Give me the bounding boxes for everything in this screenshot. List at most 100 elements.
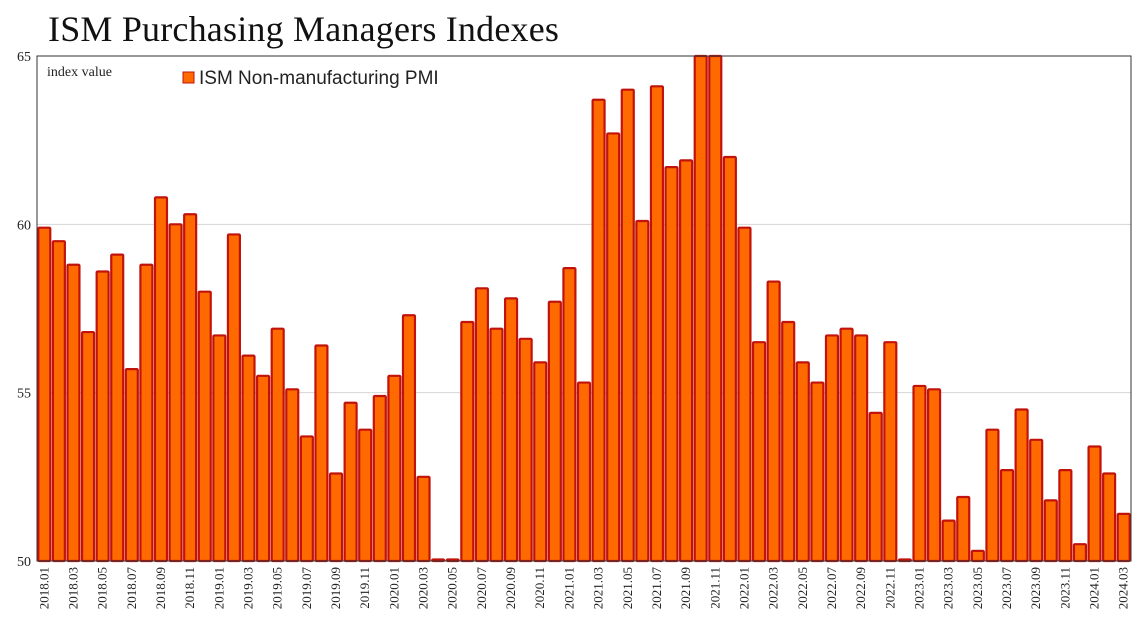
bar	[51, 240, 66, 563]
bar	[926, 388, 942, 563]
x-tick-label: 2018.03	[65, 567, 80, 609]
x-tick-label: 2020.07	[474, 567, 489, 610]
bar	[474, 287, 489, 563]
bar	[795, 361, 810, 563]
x-tick-label: 2023.09	[1028, 567, 1043, 609]
bar	[212, 334, 227, 563]
x-tick-label: 2018.11	[182, 567, 197, 609]
bar	[95, 270, 110, 563]
bar	[766, 280, 781, 563]
x-tick-label: 2023.01	[911, 567, 926, 609]
bar	[533, 361, 548, 563]
bar	[416, 475, 431, 563]
bar	[547, 300, 562, 563]
x-tick-label: 2020.11	[532, 567, 547, 609]
bar	[883, 341, 898, 563]
y-tick-label: 65	[17, 50, 31, 65]
bar	[1014, 408, 1029, 563]
bar	[1072, 543, 1088, 563]
bar	[503, 297, 519, 563]
y-tick-label: 50	[17, 555, 31, 570]
bar	[256, 374, 271, 563]
bar	[80, 330, 96, 563]
bar	[299, 435, 314, 563]
bar	[1058, 469, 1073, 563]
bar	[37, 226, 52, 563]
plot-frame	[36, 55, 1132, 562]
x-tick-label: 2020.09	[503, 567, 518, 609]
x-tick-label: 2021.09	[678, 567, 693, 609]
legend-label: ISM Non-manufacturing PMI	[199, 68, 439, 89]
bar	[328, 472, 344, 563]
x-tick-label: 2023.11	[1057, 567, 1072, 609]
bar	[576, 381, 592, 563]
bar	[197, 290, 212, 563]
x-tick-label: 2019.01	[211, 567, 226, 609]
bar	[124, 368, 139, 563]
bar	[839, 327, 854, 563]
bar	[751, 341, 767, 563]
bar	[183, 213, 198, 563]
bar	[956, 495, 971, 563]
bar	[518, 337, 533, 563]
x-tick-label: 2024.03	[1116, 567, 1131, 609]
bar	[664, 166, 679, 563]
bar	[708, 54, 723, 563]
bar	[1087, 445, 1102, 563]
y-tick-label: 55	[17, 387, 31, 402]
bar	[358, 428, 373, 563]
bar	[999, 469, 1015, 563]
bar	[620, 88, 635, 563]
x-tick-label: 2021.07	[649, 567, 664, 610]
bar	[985, 428, 1000, 563]
x-tick-label: 2019.05	[270, 567, 285, 609]
x-tick-label: 2020.01	[386, 567, 401, 609]
x-tick-label: 2021.01	[561, 567, 576, 609]
bar	[343, 401, 358, 563]
bar	[868, 411, 883, 563]
x-tick-label: 2020.05	[445, 567, 460, 609]
x-tick-label: 2019.03	[241, 567, 256, 609]
bar	[270, 327, 285, 563]
x-tick-label: 2021.05	[620, 567, 635, 609]
x-tick-label: 2023.05	[970, 567, 985, 609]
bar	[591, 98, 606, 563]
bar	[649, 85, 665, 563]
bar	[226, 233, 242, 563]
bar	[285, 388, 300, 563]
x-tick-label: 2022.07	[824, 567, 839, 610]
bar	[139, 263, 154, 563]
x-tick-label: 2024.01	[1087, 567, 1102, 609]
bar	[241, 354, 256, 563]
x-tick-label: 2023.03	[941, 567, 956, 609]
bar	[606, 132, 621, 563]
bar	[781, 320, 796, 563]
legend-swatch	[182, 71, 195, 84]
x-tick-label: 2018.01	[36, 567, 51, 609]
bar	[824, 334, 840, 563]
bar	[489, 327, 504, 563]
x-tick-label: 2018.07	[124, 567, 139, 610]
bar	[153, 196, 169, 563]
bar	[912, 384, 927, 563]
bar	[635, 219, 650, 563]
bar	[854, 334, 869, 563]
x-axis-ticks: 2018.01 2018.03 2018.05 2018.07 2018.09 2018.…	[36, 567, 1130, 610]
bar	[679, 159, 694, 563]
bar	[110, 253, 125, 563]
bar	[66, 263, 81, 563]
y-tick-label: 60	[17, 218, 31, 233]
x-tick-label: 2019.07	[299, 567, 314, 610]
x-tick-label: 2019.09	[328, 567, 343, 609]
bar	[562, 267, 577, 563]
bar	[1116, 512, 1131, 563]
bar	[1102, 472, 1117, 563]
bar	[810, 381, 825, 563]
bar	[970, 549, 985, 563]
bar	[737, 226, 752, 563]
x-tick-label: 2023.07	[999, 567, 1014, 610]
x-tick-label: 2022.01	[736, 567, 751, 609]
bar	[401, 314, 417, 563]
x-tick-label: 2021.11	[707, 567, 722, 609]
